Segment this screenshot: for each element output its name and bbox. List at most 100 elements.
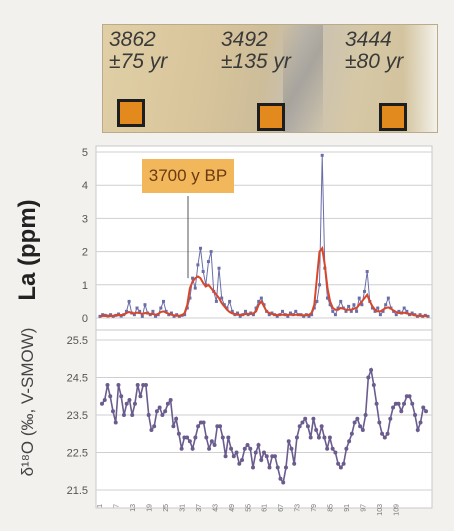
x-tick-label: 43 <box>212 504 219 512</box>
la-data-point <box>426 314 430 318</box>
oxygen-data-point <box>253 450 258 455</box>
la-data-point <box>127 299 131 303</box>
oxygen-tick-label: 25.5 <box>67 335 88 347</box>
la-data-point <box>214 299 218 303</box>
oxygen-data-point <box>396 401 401 406</box>
oxygen-data-point <box>336 461 341 466</box>
oxygen-data-point <box>204 435 209 440</box>
la-data-point <box>124 309 128 313</box>
x-tick-label: 55 <box>245 504 252 512</box>
oxygen-data-point <box>163 409 168 414</box>
oxygen-data-point <box>165 401 170 406</box>
oxygen-data-point <box>196 424 201 429</box>
oxygen-data-point <box>187 439 192 444</box>
la-data-point <box>328 303 332 307</box>
la-data-point <box>251 313 255 317</box>
la-data-point <box>281 309 285 313</box>
oxygen-data-point <box>119 394 124 399</box>
oxygen-data-point <box>256 443 261 447</box>
oxygen-data-point <box>130 413 135 417</box>
la-data-point <box>376 306 380 310</box>
oxygen-data-point <box>278 476 283 481</box>
la-tick-label: 4 <box>82 180 88 192</box>
oxygen-data-point <box>110 409 115 414</box>
core-edge <box>403 25 437 132</box>
oxygen-data-point <box>413 413 418 417</box>
oxygen-data-point <box>209 439 214 444</box>
la-data-point <box>243 309 247 313</box>
oxygen-data-point <box>220 435 225 440</box>
oxygen-data-point <box>157 405 162 410</box>
oxygen-data-point <box>267 465 272 470</box>
la-data-point <box>357 296 361 300</box>
oxygen-data-point <box>240 458 245 462</box>
la-data-point <box>169 311 173 315</box>
la-data-point <box>172 314 176 318</box>
la-data-point <box>151 309 155 313</box>
oxygen-data-point <box>179 446 184 451</box>
core-age-1-value: 3862 <box>109 28 156 51</box>
la-data-point <box>315 299 319 303</box>
la-data-point <box>363 289 367 293</box>
oxygen-tick-label: 21.5 <box>67 485 88 497</box>
x-tick-label: 1 <box>97 504 104 508</box>
oxygen-data-point <box>399 409 404 414</box>
la-data-point <box>117 312 121 316</box>
x-tick-label: 49 <box>229 504 236 512</box>
oxygen-data-point <box>174 416 179 421</box>
oxygen-data-point <box>418 420 423 425</box>
oxygen-data-point <box>421 405 426 410</box>
x-tick-label: 7 <box>113 504 120 508</box>
core-crack <box>283 25 323 132</box>
oxygen-data-point <box>116 383 121 387</box>
x-tick-label: 61 <box>262 504 269 512</box>
oxygen-data-point <box>316 435 321 440</box>
oxygen-data-point <box>300 420 305 425</box>
la-data-point <box>294 309 298 313</box>
la-data-point <box>209 250 213 254</box>
oxygen-data-point <box>374 401 379 406</box>
oxygen-data-point <box>388 416 393 421</box>
oxygen-data-point <box>215 424 220 429</box>
oxygen-data-point <box>322 435 327 440</box>
oxygen-data-point <box>124 401 129 406</box>
oxygen-data-point <box>385 431 390 436</box>
la-data-point <box>418 313 422 317</box>
la-data-point <box>109 313 113 317</box>
la-data-point <box>191 276 195 280</box>
x-tick-label: 91 <box>344 504 351 512</box>
oxygen-data-point <box>303 416 308 421</box>
x-tick-label: 19 <box>146 504 153 512</box>
oxygen-data-point <box>424 409 428 414</box>
la-data-point <box>355 309 359 313</box>
oxygen-data-point <box>281 480 286 485</box>
oxygen-data-point <box>160 413 165 417</box>
core-age-2: 3492 ±135 yr <box>221 29 291 73</box>
oxygen-data-point <box>330 446 335 451</box>
oxygen-data-point <box>171 424 176 429</box>
oxygen-data-point <box>190 446 195 451</box>
oxygen-data-point <box>231 454 236 459</box>
la-data-point <box>402 306 406 310</box>
la-data-point <box>318 283 322 287</box>
la-data-point <box>325 296 329 300</box>
la-data-point <box>201 270 205 274</box>
la-data-point <box>140 314 144 318</box>
la-data-point <box>339 299 343 303</box>
oxygen-data-point <box>327 435 332 440</box>
core-age-3: 3444 ±80 yr <box>345 29 403 73</box>
plot-frame <box>95 145 433 509</box>
oxygen-data-point <box>218 424 223 429</box>
oxygen-data-point <box>305 424 310 429</box>
oxygen-data-point <box>311 416 316 421</box>
x-tick-label: 37 <box>196 504 203 512</box>
oxygen-data-point <box>113 420 118 425</box>
oxygen-data-point <box>154 409 159 414</box>
core-age-2-error: ±135 yr <box>221 50 291 73</box>
la-data-point <box>188 296 192 300</box>
oxygen-data-point <box>105 383 110 387</box>
la-data-point <box>405 309 409 313</box>
la-data-point <box>360 303 364 307</box>
sample-marker-3 <box>379 103 407 131</box>
